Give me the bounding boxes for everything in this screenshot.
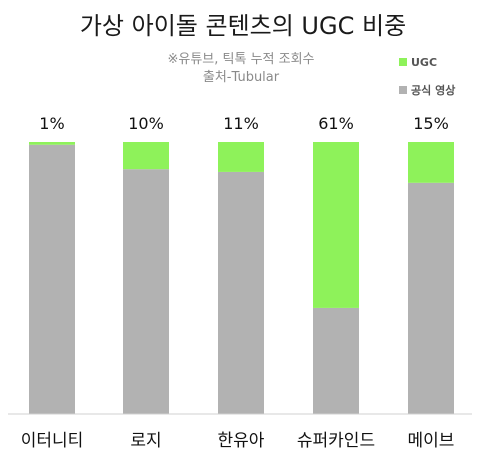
legend-label-official: 공식 영상 bbox=[411, 83, 455, 97]
bar-official-superkind bbox=[313, 307, 359, 414]
chart-title: 가상 아이돌 콘텐츠의 UGC 비중 bbox=[80, 12, 406, 40]
data-label-eternity: 1% bbox=[39, 114, 64, 133]
legend-swatch-official bbox=[399, 86, 407, 94]
labels-group: 1% 이터니티 10% 로지 11% 한유아 61% 슈퍼카인드 15% 메이브 bbox=[21, 114, 455, 451]
category-label-hanyua: 한유아 bbox=[218, 431, 265, 451]
category-label-rozy: 로지 bbox=[130, 431, 161, 451]
data-label-hanyua: 11% bbox=[223, 114, 259, 133]
bar-ugc-rozy bbox=[123, 142, 169, 170]
bar-official-rozy bbox=[123, 169, 169, 414]
bar-official-hanyua bbox=[218, 171, 264, 414]
category-label-eternity: 이터니티 bbox=[21, 431, 84, 451]
legend-label-ugc: UGC bbox=[411, 56, 437, 69]
bar-ugc-hanyua bbox=[218, 142, 264, 172]
category-label-superkind: 슈퍼카인드 bbox=[297, 431, 375, 451]
legend: UGC 공식 영상 bbox=[399, 56, 455, 97]
bars-group bbox=[29, 142, 454, 414]
category-label-maive: 메이브 bbox=[408, 431, 455, 451]
bar-ugc-eternity bbox=[29, 142, 75, 145]
chart-note-source-views: ※유튜브, 틱톡 누적 조회수 bbox=[167, 52, 314, 67]
bar-official-maive bbox=[408, 182, 454, 414]
data-label-rozy: 10% bbox=[128, 114, 164, 133]
data-label-maive: 15% bbox=[413, 114, 449, 133]
data-label-superkind: 61% bbox=[318, 114, 354, 133]
bar-official-eternity bbox=[29, 144, 75, 414]
chart-note-source: 출처-Tubular bbox=[203, 70, 280, 85]
legend-swatch-ugc bbox=[399, 58, 407, 66]
bar-ugc-superkind bbox=[313, 142, 359, 308]
bar-ugc-maive bbox=[408, 142, 454, 183]
